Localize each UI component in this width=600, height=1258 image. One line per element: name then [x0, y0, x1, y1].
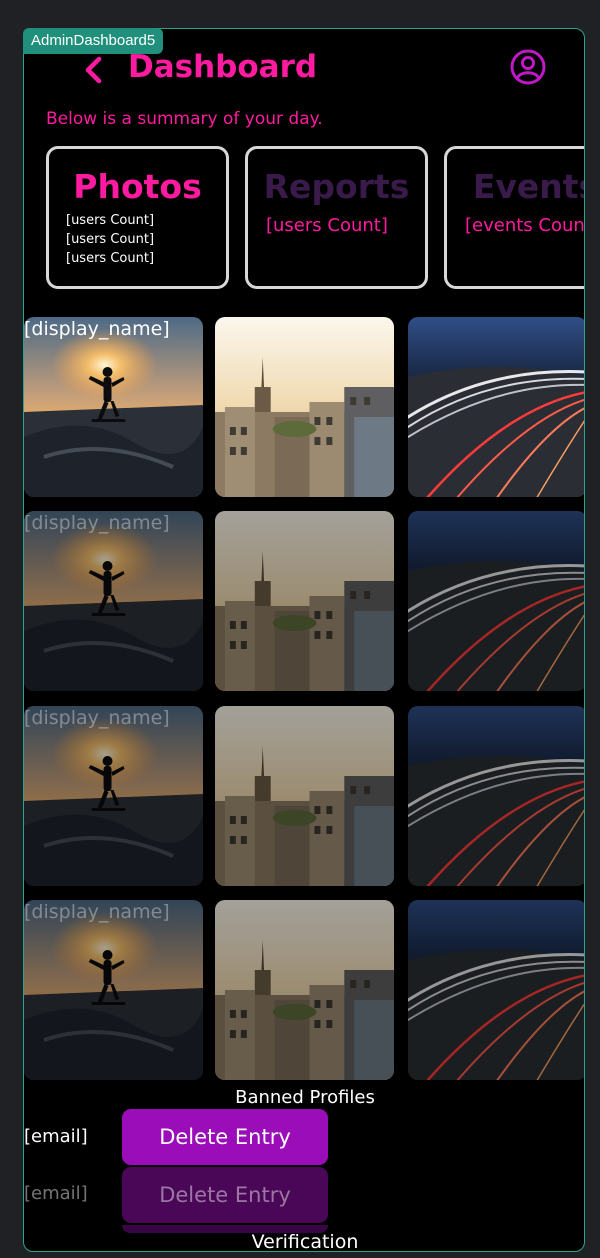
stat-card-photos[interactable]: Photos [users Count] [users Count] [user… — [46, 146, 229, 289]
frame-tag: AdminDashboard5 — [23, 28, 164, 54]
photo-highway — [408, 511, 584, 691]
page-title: Dashboard — [128, 49, 318, 85]
photo-tile[interactable] — [215, 511, 394, 691]
photo-tile[interactable] — [408, 317, 584, 497]
user-profile-icon[interactable] — [510, 49, 546, 85]
display-name-label: [display_name] — [24, 901, 170, 923]
display-name-label: [display_name] — [24, 318, 170, 340]
photo-tile[interactable] — [215, 317, 394, 497]
banned-email: [email] — [24, 1183, 88, 1204]
page-subtitle: Below is a summary of your day. — [46, 109, 323, 129]
stat-lines: [users Count] [users Count] [users Count… — [66, 211, 154, 268]
photo-dim-overlay — [408, 511, 584, 691]
stat-card-events[interactable]: Events [events Count] — [444, 146, 585, 289]
photo-dim-overlay — [215, 900, 394, 1080]
photo-dim-overlay — [408, 706, 584, 886]
photo-tile[interactable] — [408, 706, 584, 886]
delete-entry-button[interactable]: Delete Entry — [122, 1109, 328, 1165]
photo-skatepark — [24, 900, 203, 1080]
banned-email: [email] — [24, 1126, 88, 1147]
photo-highway — [408, 706, 584, 886]
dashboard-frame: Dashboard Below is a summary of your day… — [23, 28, 585, 1252]
photo-tile[interactable] — [24, 900, 203, 1080]
photo-tile[interactable] — [408, 511, 584, 691]
photo-dim-overlay — [215, 511, 394, 691]
verification-title: Verification — [251, 1231, 359, 1252]
photo-city — [215, 900, 394, 1080]
photo-tile[interactable] — [24, 317, 203, 497]
stat-title: Events — [472, 167, 584, 206]
stat-line: [users Count] — [66, 213, 155, 228]
photo-city — [215, 317, 394, 497]
stat-title: Reports — [263, 167, 410, 206]
photo-dim-overlay — [408, 900, 584, 1080]
stat-line: [events Count] — [465, 215, 585, 236]
photo-dim-overlay — [24, 900, 203, 1080]
photo-tile[interactable] — [24, 511, 203, 691]
photo-highway — [408, 900, 584, 1080]
display-name-label: [display_name] — [24, 512, 170, 534]
stat-line: [users Count] — [66, 232, 155, 247]
photo-skatepark — [24, 511, 203, 691]
photo-tile[interactable] — [24, 706, 203, 886]
stat-line: [users Count] — [266, 215, 388, 236]
photo-city — [215, 706, 394, 886]
photo-tile[interactable] — [408, 900, 584, 1080]
banned-profiles-title: Banned Profiles — [235, 1087, 375, 1108]
photo-dim-overlay — [24, 511, 203, 691]
photo-tile[interactable] — [215, 706, 394, 886]
delete-entry-button[interactable]: Delete Entry — [122, 1167, 328, 1223]
stat-title: Photos — [73, 167, 202, 206]
display-name-label: [display_name] — [24, 707, 170, 729]
stat-card-reports[interactable]: Reports [users Count] — [245, 146, 428, 289]
photo-skatepark — [24, 317, 203, 497]
photo-dim-overlay — [215, 706, 394, 886]
photo-city — [215, 511, 394, 691]
stat-line: [users Count] — [66, 251, 155, 266]
chevron-left-icon[interactable] — [79, 55, 109, 85]
photo-highway — [408, 317, 584, 497]
photo-tile[interactable] — [215, 900, 394, 1080]
button-shadow — [122, 1225, 328, 1233]
photo-dim-overlay — [24, 706, 203, 886]
photo-skatepark — [24, 706, 203, 886]
